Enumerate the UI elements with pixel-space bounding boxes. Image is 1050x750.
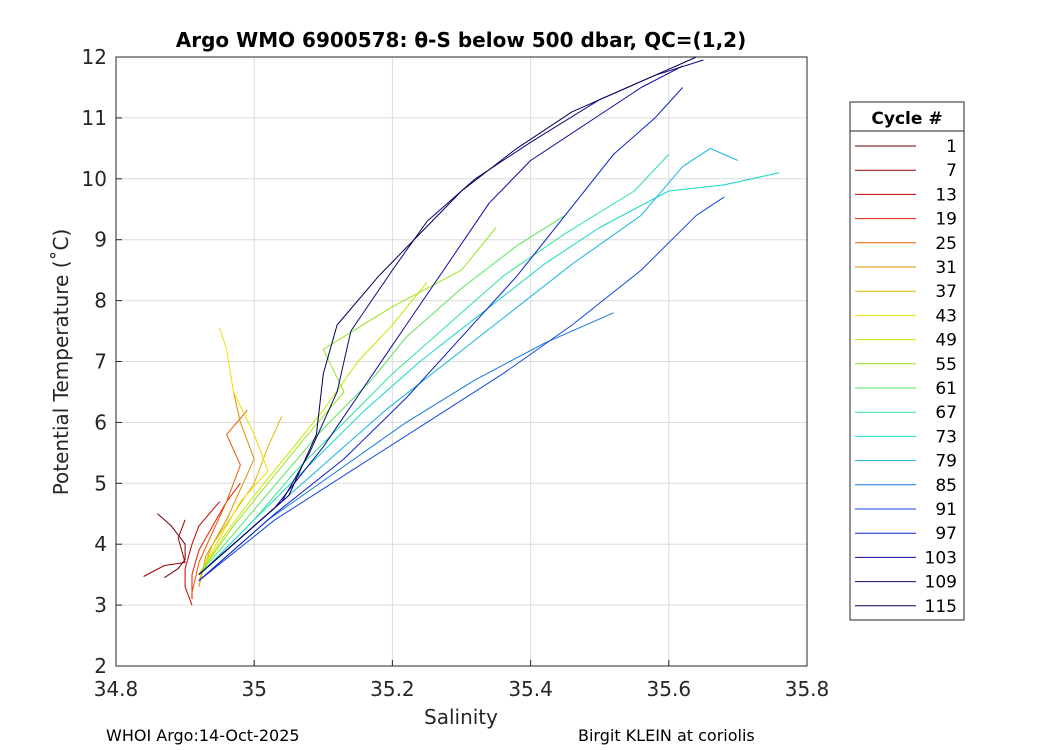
x-tick-label: 35 (241, 677, 266, 701)
y-axis-label: Potential Temperature (˚C) (49, 229, 73, 496)
series-lines (143, 56, 780, 606)
series-line-cycle-1 (157, 513, 186, 579)
legend-label-cycle-61: 61 (935, 379, 957, 399)
y-tick-label: 4 (94, 532, 107, 556)
series-line-cycle-37 (198, 416, 283, 581)
axis-ticks: 34.8 35 35.2 35.4 35.6 35.8 2 3 4 5 6 7 8 9 10 11 12 (82, 45, 830, 701)
y-tick-label: 6 (94, 410, 107, 434)
series-line-cycle-91 (198, 196, 725, 582)
legend-label-cycle-37: 37 (935, 282, 957, 302)
legend-label-cycle-13: 13 (935, 185, 957, 205)
legend-label-cycle-43: 43 (935, 306, 957, 326)
legend-label-cycle-1: 1 (946, 137, 957, 157)
series-line-cycle-49 (198, 281, 428, 575)
y-tick-label: 10 (82, 167, 107, 191)
series-line-cycle-31 (198, 391, 255, 587)
x-tick-label: 34.8 (94, 677, 139, 701)
series-line-cycle-115 (198, 56, 697, 575)
series-line-cycle-79 (205, 147, 739, 569)
y-tick-label: 11 (82, 106, 107, 130)
legend: Cycle # 1 7 13 19 25 31 37 43 49 55 61 67 73 79 85 91 97… (849, 101, 965, 621)
x-tick-label: 35.2 (370, 677, 415, 701)
legend-label-cycle-31: 31 (935, 258, 957, 278)
legend-title: Cycle # (871, 109, 942, 129)
series-line-cycle-7 (143, 519, 186, 577)
series-line-cycle-61 (198, 214, 566, 575)
legend-label-cycle-67: 67 (935, 403, 957, 423)
y-tick-label: 12 (82, 45, 107, 69)
legend-label-cycle-85: 85 (935, 476, 957, 496)
chart-title: Argo WMO 6900578: θ-S below 500 dbar, QC… (176, 28, 746, 52)
legend-entries: 1 7 13 19 25 31 37 43 49 55 61 67 73 79 85 91 97 103 109 11… (855, 137, 957, 617)
series-line-cycle-97 (198, 87, 683, 582)
legend-label-cycle-79: 79 (935, 452, 957, 472)
legend-label-cycle-91: 91 (935, 500, 957, 520)
x-axis-label: Salinity (424, 705, 498, 729)
legend-label-cycle-49: 49 (935, 331, 957, 351)
y-tick-label: 8 (94, 289, 107, 313)
legend-label-cycle-73: 73 (935, 427, 957, 447)
series-line-cycle-103 (198, 65, 683, 575)
x-tick-label: 35.6 (647, 677, 692, 701)
y-tick-label: 7 (94, 350, 107, 374)
legend-label-cycle-115: 115 (925, 597, 957, 617)
legend-label-cycle-109: 109 (925, 573, 957, 593)
y-tick-label: 9 (94, 228, 107, 252)
legend-label-cycle-97: 97 (935, 524, 957, 544)
series-line-cycle-67 (205, 154, 670, 569)
series-line-cycle-43 (198, 327, 269, 575)
footer-left: WHOI Argo:14-Oct-2025 (106, 726, 300, 745)
footer-right: Birgit KLEIN at coriolis (578, 726, 755, 745)
series-line-cycle-19 (191, 482, 241, 599)
series-line-cycle-13 (184, 501, 221, 606)
legend-label-cycle-7: 7 (946, 161, 957, 181)
series-line-cycle-73 (205, 172, 780, 569)
x-tick-label: 35.8 (785, 677, 830, 701)
legend-label-cycle-25: 25 (935, 234, 957, 254)
x-tick-label: 35.4 (508, 677, 553, 701)
y-tick-label: 5 (94, 471, 107, 495)
legend-label-cycle-55: 55 (935, 355, 957, 375)
y-tick-label: 3 (94, 593, 107, 617)
series-line-cycle-55 (198, 227, 497, 575)
y-tick-label: 2 (94, 654, 107, 678)
legend-label-cycle-19: 19 (935, 210, 957, 230)
grid-lines (115, 56, 808, 667)
series-line-cycle-25 (191, 409, 248, 594)
legend-label-cycle-103: 103 (925, 548, 957, 568)
